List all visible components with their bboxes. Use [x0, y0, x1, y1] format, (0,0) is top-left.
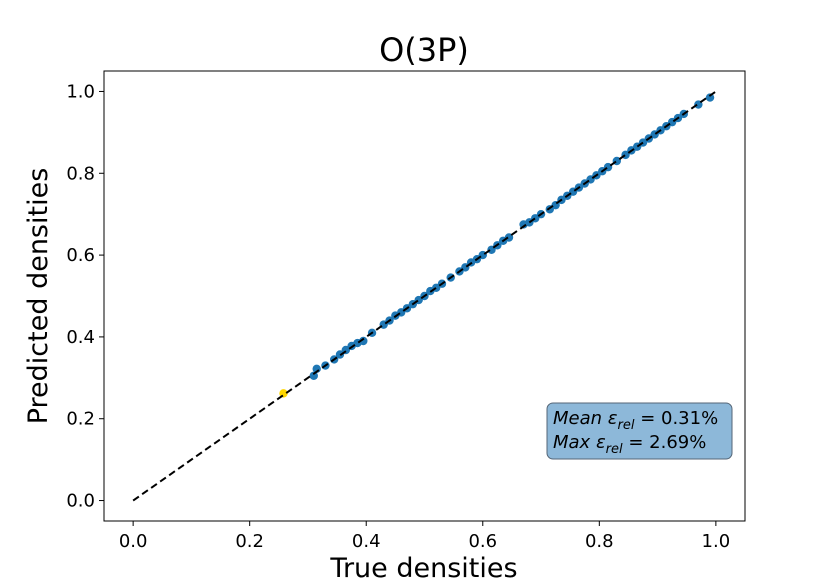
y-tick-label: 0.0	[66, 491, 95, 512]
x-tick-label: 0.2	[235, 531, 264, 552]
y-axis-title: Predicted densities	[23, 168, 54, 425]
chart-title: O(3P)	[379, 31, 469, 69]
stats-max-value: 2.69%	[649, 432, 706, 453]
x-tick-label: 1.0	[702, 531, 731, 552]
data-point	[504, 233, 514, 242]
data-point	[359, 336, 368, 346]
x-tick-label: 0.4	[352, 531, 381, 552]
stats-max-subscript: rel	[606, 442, 623, 457]
data-point	[309, 371, 318, 380]
x-tick-label: 0.0	[119, 531, 148, 552]
y-tick-label: 0.2	[66, 409, 95, 430]
data-point	[705, 93, 715, 102]
stats-mean-equals: =	[634, 408, 661, 429]
plot-frame	[103, 70, 746, 522]
y-tick-label: 0.6	[66, 245, 95, 266]
y-tick-label: 0.4	[66, 327, 95, 348]
y-tick-label: 1.0	[66, 81, 95, 102]
stats-mean-value: 0.31%	[661, 408, 718, 429]
stats-max-line: Max εrel = 2.69%	[553, 432, 706, 457]
stats-box: Mean εrel = 0.31% Max εrel = 2.69%	[546, 402, 733, 460]
y-tick-label: 0.8	[66, 163, 95, 184]
stats-box-background	[546, 402, 733, 460]
stats-max-symbol: ε	[596, 432, 606, 453]
stats-mean-subscript: rel	[618, 418, 635, 433]
stats-max-equals: =	[623, 432, 650, 453]
stats-mean-symbol: ε	[608, 408, 618, 429]
x-tick-label: 0.8	[585, 531, 614, 552]
stats-mean-label: Mean	[553, 408, 608, 429]
reference-line	[132, 90, 717, 502]
x-axis-title: True densities	[329, 553, 517, 584]
x-tick-label: 0.6	[468, 531, 497, 552]
stats-mean-line: Mean εrel = 0.31%	[553, 408, 718, 433]
stats-max-label: Max	[553, 432, 596, 453]
plot-layer: 0.0 0.2 0.4 0.6 0.8 1.0 0.0 0.2 0.4 0.6 0.8 1.0	[66, 70, 746, 552]
